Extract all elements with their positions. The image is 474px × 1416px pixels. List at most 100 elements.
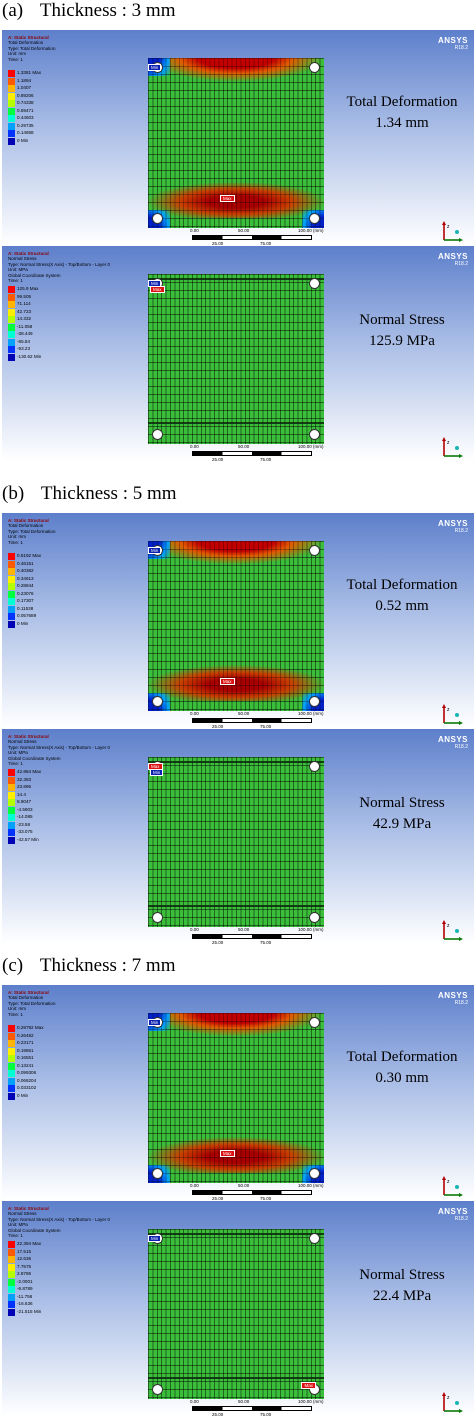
legend-swatch xyxy=(8,1241,15,1248)
result-annotation: Total Deformation 0.52 mm xyxy=(332,575,472,617)
scale-tick: 75.00 xyxy=(260,241,272,245)
result-label: Normal Stress xyxy=(359,1267,445,1283)
section-label: (b) xyxy=(2,483,25,504)
bolt-hole xyxy=(309,1168,320,1179)
deformation-panel: A: Static Structural Total Deformation Typ… xyxy=(2,985,474,1200)
legend-swatch xyxy=(8,806,15,814)
axis-triad-icon: z xyxy=(442,1392,463,1413)
version-text: R18.2 xyxy=(454,1000,468,1006)
stress-panel: A: Static Structural Normal Stress Type: N… xyxy=(2,729,474,944)
header-line: Total Deformation xyxy=(8,40,44,46)
legend-value: 0.29735 xyxy=(17,122,34,128)
header-line: Normal Stress xyxy=(8,1211,37,1217)
ansys-logo: ANSYS R18.2 xyxy=(438,991,468,1006)
legend-swatch xyxy=(8,814,15,821)
scale-tick: 100.00 (mm) xyxy=(298,1399,324,1404)
version-text: R18.2 xyxy=(454,744,468,750)
brand-text: ANSYS xyxy=(437,735,468,744)
mesh-plot: Min Max xyxy=(148,58,324,228)
legend-value: 0.033102 xyxy=(17,1085,37,1090)
scale-tick: 0.00 xyxy=(190,1399,199,1404)
legend-swatch xyxy=(8,1062,15,1070)
deformation-panel: A: Static Structural Total Deformation Typ… xyxy=(2,30,474,245)
result-value: 22.4 MPa xyxy=(372,1288,432,1304)
legend-value: 2.8786 xyxy=(17,1271,32,1276)
legend-value: 0.40382 xyxy=(17,568,34,573)
header-line: Type: Normal Stress(X Axis) - Top/Bottom… xyxy=(8,1216,110,1222)
deformation-panel: A: Static Structural Total Deformation Typ… xyxy=(2,513,474,728)
legend-swatch xyxy=(8,1301,15,1308)
header-line: Unit: mm xyxy=(8,534,26,540)
header-line: A: Static Structural xyxy=(8,734,49,739)
scale-bar-graphic xyxy=(192,718,312,723)
legend-value: 125.9 Max xyxy=(17,286,39,291)
header-line: Time: 1 xyxy=(8,539,23,545)
legend-swatch xyxy=(8,1271,15,1278)
result-header: A: Static Structural Normal Stress Type: N… xyxy=(8,251,110,283)
legend-swatch xyxy=(8,1070,15,1077)
brand-text: ANSYS xyxy=(437,1207,468,1216)
legend-value: 0 Min xyxy=(17,620,29,626)
legend-value: 0 Min xyxy=(17,1092,29,1098)
legend-swatch xyxy=(8,137,15,145)
legend-swatch xyxy=(8,836,15,844)
bolt-hole xyxy=(309,1017,320,1028)
result-annotation: Total Deformation 0.30 mm xyxy=(332,1047,472,1089)
legend-value: 14.4 xyxy=(17,791,26,797)
legend-value: 0.59471 xyxy=(17,107,34,113)
section-title: (c) Thickness : 7 mm xyxy=(2,955,175,977)
marker-tag: Min xyxy=(148,64,162,71)
mesh-plot: Min Max xyxy=(148,541,324,711)
legend-swatch xyxy=(8,293,15,301)
legend-swatch xyxy=(8,308,15,316)
scale-tick: 0.00 xyxy=(190,444,199,449)
legend-swatch xyxy=(8,1308,15,1316)
marker-tag: Max xyxy=(220,678,235,685)
legend-swatch xyxy=(8,323,15,331)
header-line: Normal Stress xyxy=(8,256,37,262)
header-line: Type: Total Deformation xyxy=(8,45,56,51)
legend-swatch xyxy=(8,1085,15,1092)
legend-value: 23.895 xyxy=(17,784,32,789)
legend-swatch xyxy=(8,107,15,115)
legend-swatch xyxy=(8,301,15,308)
marker-tag: Min xyxy=(148,1019,162,1026)
scale-bar-graphic xyxy=(192,235,312,240)
scale-tick: 50.00 xyxy=(238,1183,250,1188)
marker-tag: Max xyxy=(301,1382,316,1389)
result-value: 0.52 mm xyxy=(375,598,429,614)
legend-value: 99.505 xyxy=(17,293,32,299)
scale-tick: 0.00 xyxy=(190,927,199,932)
header-line: Unit: MPa xyxy=(8,750,28,756)
section-title: (b) Thickness : 5 mm xyxy=(2,483,177,505)
legend-swatch xyxy=(8,583,15,590)
thickness-label: Thickness : 5 mm xyxy=(40,483,177,504)
marker-tag: Min xyxy=(148,1235,162,1242)
legend-value: 0 Min xyxy=(17,137,29,143)
result-annotation: Normal Stress 125.9 MPa xyxy=(332,310,472,352)
legend-value: 8.9047 xyxy=(17,799,32,804)
legend-swatch xyxy=(8,598,15,605)
legend-value: 0.17307 xyxy=(17,598,34,603)
scale-tick: 0.00 xyxy=(190,1183,199,1188)
header-line: A: Static Structural xyxy=(8,990,49,995)
brand-text: ANSYS xyxy=(437,252,468,261)
scale-tick: 50.00 xyxy=(238,927,250,932)
legend-swatch xyxy=(8,769,15,776)
axis-triad-icon: z xyxy=(442,920,463,941)
axis-triad-icon: z xyxy=(442,704,463,725)
header-line: Time: 1 xyxy=(8,1011,23,1017)
scale-tick: 100.00 (mm) xyxy=(298,1183,324,1188)
legend-value: -93.23 xyxy=(17,346,31,351)
legend-swatch xyxy=(8,575,15,583)
legend-swatch xyxy=(8,553,15,560)
header-line: Global Coordinate System xyxy=(8,1227,61,1233)
scale-tick: 25.00 xyxy=(212,724,224,728)
legend-value: -6.8789 xyxy=(17,1286,33,1291)
marker-tag: Max xyxy=(220,195,235,202)
legend-swatch xyxy=(8,1040,15,1047)
result-annotation: Normal Stress 22.4 MPa xyxy=(332,1265,472,1307)
legend-swatch xyxy=(8,316,15,323)
mesh-plot: Min Max xyxy=(148,274,324,444)
mesh-plot: Max Min xyxy=(148,757,324,927)
